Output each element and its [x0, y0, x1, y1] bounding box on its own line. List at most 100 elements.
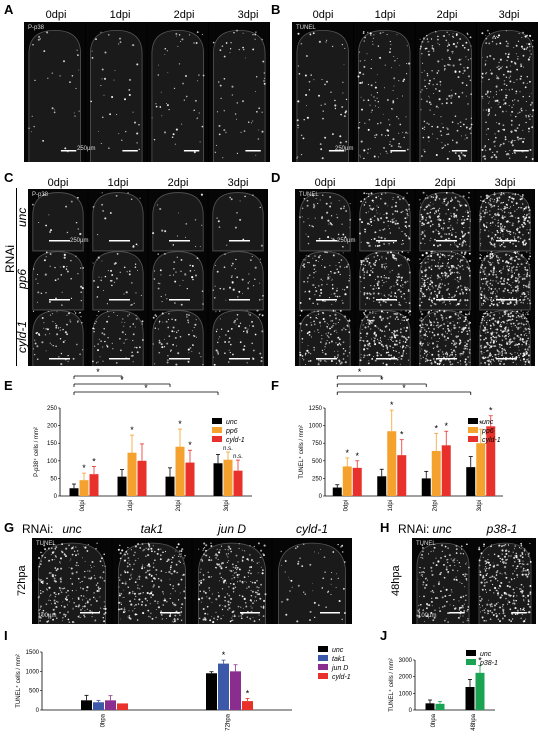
panel-h-header-0: unc	[432, 522, 452, 536]
chart-f-bar	[431, 450, 441, 496]
chart-f-y-tick: 250	[312, 476, 323, 482]
chart-j-y-tick: 2000	[399, 675, 413, 681]
chart-e-legend-swatch	[212, 436, 222, 442]
chart-f-bar	[397, 455, 407, 496]
panel-h-rnai-label: RNAi:	[398, 522, 430, 536]
panel-b-header-1: 1dpi	[374, 9, 396, 21]
chart-f-annotation: *	[400, 430, 404, 440]
chart-f-y-tick: 0	[319, 494, 323, 500]
panel-g-header-2: jun D	[217, 522, 246, 536]
panel-h-micrograph: TUNEL 100µm	[412, 538, 536, 624]
panel-g-rnai-label: RNAi:	[22, 522, 54, 536]
chart-e-bar	[127, 452, 137, 496]
chart-f-legend-label: pp6	[481, 428, 494, 435]
chart-i-bar	[105, 700, 116, 710]
panel-c-header-3: 3dpi	[227, 177, 249, 189]
chart-f-bar	[421, 478, 431, 496]
chart-e-bar	[175, 446, 185, 496]
chart-e-annotation: n.s.	[223, 446, 233, 452]
chart-j-y-tick: 3000	[399, 658, 413, 664]
chart-j-legend-label: unc	[480, 651, 492, 658]
chart-e-bar	[117, 476, 127, 496]
panel-c-micrograph: P-p38 250µm	[28, 189, 268, 366]
chart-f: 0 250 500 750 1000 1250 TUNEL⁺ cells / mm² * * 0d…	[298, 367, 503, 511]
chart-i-y-tick: 0	[36, 708, 40, 714]
chart-f-bar	[476, 443, 486, 496]
panel-d-header-0: 0dpi	[314, 177, 336, 189]
chart-f-y-label: TUNEL⁺ cells / mm²	[298, 425, 305, 479]
chart-f-x-tick: 1dpi	[388, 500, 394, 511]
panel-d-scale-label: 250µm	[337, 238, 356, 244]
panel-letter-f: F	[271, 378, 279, 393]
chart-f-bar	[486, 426, 496, 496]
chart-i-bar	[230, 671, 241, 710]
chart-f-x-tick: 3dpi	[477, 500, 483, 511]
chart-j-x-tick: 48hpa	[471, 713, 477, 730]
chart-i-legend-label: tak1	[332, 656, 345, 663]
chart-i-legend-label: jun D	[331, 665, 348, 672]
panel-letter-a: A	[4, 2, 14, 17]
chart-e-legend-label: unc	[226, 419, 238, 426]
panel-a-scale-label: 250µm	[77, 146, 96, 152]
chart-f-bar	[441, 445, 451, 496]
chart-i-bar	[81, 700, 92, 710]
panel-letter-i: I	[4, 628, 8, 643]
chart-f-annotation: *	[444, 421, 448, 431]
panel-a-stain-label: P-p38	[28, 25, 45, 31]
chart-e-legend-label: cyld-1	[226, 437, 245, 444]
chart-e-y-tick: 150	[47, 441, 58, 447]
chart-i-legend-swatch	[318, 664, 328, 670]
chart-e-bar	[89, 474, 99, 496]
panel-c-scale-label: 250µm	[70, 238, 89, 244]
chart-i-legend-swatch	[318, 673, 328, 679]
chart-j-annotation: *	[478, 655, 482, 665]
panel-b-header-2: 2dpi	[436, 9, 458, 21]
panel-c-header-2: 2dpi	[167, 177, 189, 189]
chart-e-y-label: P-p38⁺ cells / mm²	[33, 427, 40, 477]
panel-letter-d: D	[271, 170, 281, 185]
chart-f-y-tick: 750	[312, 441, 323, 447]
panel-letter-e: E	[4, 378, 13, 393]
chart-f-annotation: *	[390, 400, 394, 410]
chart-e-x-tick: 0dpi	[80, 500, 86, 511]
chart-e-legend-swatch	[212, 418, 222, 424]
panel-d-header-1: 1dpi	[374, 177, 396, 189]
chart-e-bar	[137, 460, 147, 496]
chart-i-bar	[206, 673, 217, 710]
chart-f-x-tick: 0dpi	[343, 500, 349, 511]
panel-letter-h: H	[380, 520, 390, 535]
chart-i-bar	[218, 663, 229, 710]
panel-c-header-0: 0dpi	[47, 177, 69, 189]
panel-a-header-3: 3dpi	[237, 9, 259, 21]
chart-i-bar	[242, 701, 253, 710]
chart-i-annotation: *	[246, 688, 250, 698]
chart-i-x-tick: 72hpa	[226, 713, 232, 730]
chart-f-legend-label: cyld-1	[482, 437, 501, 444]
chart-f-annotation: *	[434, 423, 438, 433]
chart-e-bar	[79, 480, 89, 496]
chart-j-bar	[475, 672, 485, 710]
panel-a-micrograph: P-p38 250µm	[24, 22, 270, 162]
chart-e-annotation: *	[92, 456, 96, 466]
panel-b-micrograph: TUNEL 250µm	[292, 22, 538, 162]
panel-g-scale-label: 100µm	[38, 613, 57, 619]
panel-c-rnai-divider	[16, 188, 17, 366]
panel-g-header-1: tak1	[140, 522, 164, 536]
chart-j-legend-swatch	[466, 650, 476, 656]
panel-h-scale-label: 100µm	[418, 613, 437, 619]
chart-f-bar	[352, 467, 362, 496]
panel-b-header-0: 0dpi	[312, 9, 334, 21]
panel-c-stain-label: P-p38	[32, 192, 49, 198]
chart-e-y-tick: 200	[47, 424, 58, 430]
chart-e-y-tick: 50	[50, 476, 57, 482]
chart-j: 0 1000 2000 3000 TUNEL⁺ cells / mm² 0hpa * 48hp…	[388, 650, 498, 731]
chart-f-x-tick: 2dpi	[432, 500, 438, 511]
chart-j-legend-swatch	[466, 659, 476, 665]
chart-f-annotation: *	[355, 451, 359, 461]
chart-i-annotation: *	[222, 650, 226, 660]
chart-i-y-label: TUNEL⁺ cells / mm²	[15, 654, 22, 708]
chart-j-y-tick: 0	[409, 708, 413, 714]
panel-b-scale-label: 250µm	[335, 146, 354, 152]
chart-e-bar	[69, 488, 79, 496]
